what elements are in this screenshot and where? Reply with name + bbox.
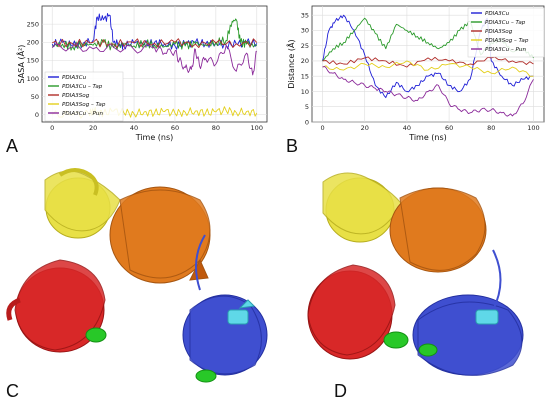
highlight-green bbox=[85, 327, 217, 383]
x-tick-label: 20 bbox=[89, 124, 97, 132]
x-tick-label: 60 bbox=[445, 124, 453, 132]
domain-yellow bbox=[322, 172, 402, 243]
panel-label-b: B bbox=[286, 136, 299, 156]
series-line bbox=[322, 14, 534, 99]
x-tick-label: 60 bbox=[171, 124, 179, 132]
x-axis-label: Time (ns) bbox=[408, 133, 447, 142]
legend-entry: PDIA3Cu bbox=[485, 11, 510, 17]
x-axis-label: Time (ns) bbox=[135, 133, 174, 142]
chart-svg: 0 20 40 60 80 100 0 50 100 150 200 250 Time (ns) SASA… bbox=[15, 5, 268, 142]
x-tick-label: 40 bbox=[130, 124, 138, 132]
x-tick-label: 80 bbox=[487, 124, 495, 132]
y-tick-label: 30 bbox=[301, 27, 309, 35]
y-tick-label: 150 bbox=[27, 57, 39, 65]
y-tick-label: 15 bbox=[301, 73, 309, 81]
legend-entry: PDIA3Sog – Tap bbox=[62, 102, 106, 108]
y-tick-label: 100 bbox=[27, 75, 39, 83]
domain-orange bbox=[389, 187, 487, 273]
domain-yellow bbox=[44, 168, 121, 239]
legend-entry: PDIA3Sog bbox=[62, 93, 90, 99]
y-tick-label: 0 bbox=[305, 118, 309, 126]
legend-entry: PDIA3Cu – Tap bbox=[62, 84, 103, 90]
y-tick-label: 20 bbox=[301, 57, 309, 65]
panel-label-c: C bbox=[6, 381, 19, 401]
y-tick-label: 250 bbox=[27, 20, 39, 28]
y-tick-label: 0 bbox=[35, 111, 39, 119]
y-tick-label: 50 bbox=[31, 93, 39, 101]
ligand-cyan bbox=[227, 299, 256, 325]
panel-label-a: A bbox=[6, 136, 19, 156]
legend-entry: PDIA3Sog bbox=[485, 29, 513, 35]
chart-svg: 0 20 40 60 80 100 0 5 10 15 20 25 30 35 Time (ns) Dista… bbox=[285, 5, 545, 142]
y-axis-label: Distance (Å) bbox=[285, 39, 296, 88]
y-tick-label: 5 bbox=[305, 103, 309, 111]
x-tick-label: 0 bbox=[50, 124, 54, 132]
legend-entry: PDIA3Cu – Pun bbox=[485, 47, 526, 53]
y-axis-label: SASA (Å²) bbox=[15, 45, 26, 84]
y-tick-label: 25 bbox=[301, 42, 309, 50]
series-line bbox=[51, 42, 257, 76]
series-line bbox=[52, 18, 258, 51]
ligand-cyan bbox=[475, 309, 499, 325]
x-tick-label: 100 bbox=[527, 124, 539, 132]
series-line bbox=[322, 56, 534, 68]
domain-red bbox=[6, 259, 106, 353]
y-tick-label: 200 bbox=[27, 39, 39, 47]
x-tick-label: 40 bbox=[403, 124, 411, 132]
x-tick-label: 20 bbox=[361, 124, 369, 132]
y-tick-label: 10 bbox=[301, 88, 309, 96]
legend-entry: PDIA3Cu – Tap bbox=[485, 20, 526, 26]
x-tick-label: 80 bbox=[212, 124, 220, 132]
legend-entry: PDIA3Sog – Tap bbox=[485, 38, 529, 44]
legend-box bbox=[44, 71, 124, 122]
series-line bbox=[322, 65, 534, 117]
protein-structure-image-d bbox=[307, 172, 524, 376]
panel-label-d: D bbox=[334, 381, 347, 401]
legend-entry: PDIA3Cu – Pun bbox=[62, 111, 103, 117]
x-tick-label: 100 bbox=[251, 124, 263, 132]
series-line bbox=[51, 38, 258, 48]
chart-sasa: 0 20 40 60 80 100 0 50 100 150 200 250 Time (ns) SASA… bbox=[0, 0, 275, 150]
chart-distance: 0 20 40 60 80 100 0 5 10 15 20 25 30 35 Time (ns) Dista… bbox=[278, 0, 550, 150]
legend-entry: PDIA3Cu bbox=[62, 75, 87, 81]
domain-orange bbox=[109, 186, 211, 284]
protein-structure-image-c bbox=[6, 168, 268, 383]
highlight-green bbox=[383, 331, 438, 357]
x-tick-label: 0 bbox=[320, 124, 324, 132]
series-line bbox=[322, 60, 534, 77]
domain-red bbox=[307, 264, 396, 360]
y-tick-label: 35 bbox=[301, 11, 309, 19]
